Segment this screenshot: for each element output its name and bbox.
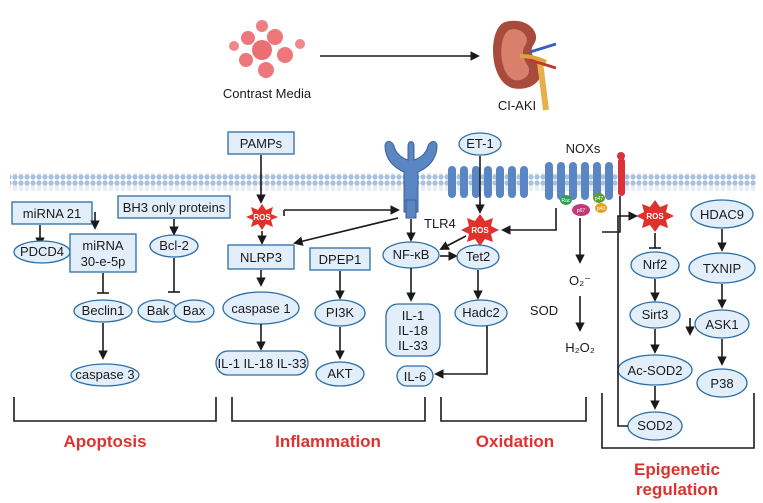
epigenetic-bracket [601,393,755,449]
bak-label: Bak [147,303,170,318]
ask1-node [694,309,750,339]
sirt3-label: Sirt3 [642,307,669,322]
apoptosis-bracket [13,397,217,422]
pi3k-label: PI3K [326,305,355,320]
bcl2-node [149,234,199,258]
ros-burst-icon-left [246,204,278,230]
bh3-label: BH3 only proteins [123,200,226,215]
beclin1-node [73,299,133,323]
nox-red-link [602,196,621,233]
sirt3-node [629,301,681,329]
et1-label: ET-1 [466,136,493,151]
akt-label: AKT [327,366,352,381]
inflammation-bracket [231,397,426,422]
tlr4-to-nlrp3-arrow [293,217,399,246]
apoptosis-label: Apoptosis [63,432,146,451]
il-stack-il33: IL-33 [398,338,428,353]
nox-to-ros-arrow [501,208,557,235]
nrf2-node [630,251,680,279]
kidney-icon [493,20,557,111]
nrf2-label: Nrf2 [643,257,668,272]
pdcd4-label: PDCD4 [20,244,64,259]
bh3-node [117,195,231,219]
mirna30-label-line2: 30-e-5p [81,254,126,269]
hdac9-node [690,199,754,229]
tlr4-label: TLR4 [424,216,456,231]
p38-node [696,368,748,398]
beclin1-label: Beclin1 [82,303,125,318]
ros-right-label: ROS [646,212,664,221]
contrast-media-icon [229,20,305,78]
epigenetic-label-line1: Epigenetic [634,460,720,479]
oxidation-bracket [440,397,587,422]
sod2-label: SOD2 [637,418,672,433]
cell-membrane [10,173,756,191]
tlr4-receptor-icon [384,141,438,219]
dpep1-node [309,247,371,271]
o2-label: O₂⁻ [569,273,591,288]
oxidation-label: Oxidation [476,432,554,451]
caspase1-label: caspase 1 [231,301,290,316]
pi3k-node [314,299,366,327]
nlrp3-label: NLRP3 [240,250,282,265]
ros-to-nfkb-arrow [439,235,467,250]
acsod2-label: Ac-SOD2 [628,363,683,378]
bax-label: Bax [183,303,206,318]
mirna30-label-line1: miRNA [82,238,123,253]
akt-node [315,361,365,387]
sod-label: SOD [530,303,558,318]
ci-aki-label: CI-AKI [498,98,536,113]
bcl2-label: Bcl-2 [159,238,189,253]
h2o2-label: H₂O₂ [565,340,595,355]
caspase3-node [70,363,140,387]
contrast-media-label: Contrast Media [223,86,312,101]
il-stack-il1: IL-1 [402,308,424,323]
mirna21-node [11,201,93,225]
mirna21-label: miRNA 21 [23,206,82,221]
il-stack-il18: IL-18 [398,323,428,338]
epigenetic-label-line2: regulation [636,480,718,499]
et1-receptor-icon [448,166,528,198]
txnip-label: TXNIP [703,261,741,276]
inflammation-label: Inflammation [275,432,381,451]
pamps-label: PAMPs [240,136,283,151]
nox-subunit-p47: p47 [595,196,604,202]
nox-subunit-p40: p40 [597,206,606,212]
il-trio-label: IL-1 IL-18 IL-33 [218,356,307,371]
hdac9-label: HDAC9 [700,207,744,222]
p38-label: P38 [710,376,733,391]
il-trio-node [215,350,309,376]
pamps-node [227,131,295,155]
tet2-label: Tet2 [466,249,491,264]
nox-complex-icon [545,152,625,216]
et1-node [458,132,502,156]
hadc2-to-il6-arrow [434,326,488,379]
dpep1-label: DPEP1 [319,252,362,267]
mirna30-node [69,233,137,273]
hadc2-label: Hadc2 [462,305,500,320]
bax-node [173,299,215,323]
ros-burst-icon-center [461,214,499,246]
il6-node [396,365,434,387]
nlrp3-node [227,244,295,270]
ros-burst-icon-right [636,200,674,232]
nox-subunit-p67: p67 [577,208,586,214]
ask1-label: ASK1 [705,317,738,332]
ros-center-label: ROS [471,226,489,235]
ros-left-label: ROS [253,213,271,222]
il-stack-node [385,303,441,357]
txnip-node [688,252,756,284]
sod2-feedback-arrow [617,211,638,427]
il6-label: IL-6 [404,369,426,384]
noxs-label: NOXs [566,141,601,156]
tet2-node [456,244,500,270]
nfkb-label: NF-κB [393,247,430,262]
caspase3-label: caspase 3 [75,367,134,382]
hadc2-node [454,299,508,327]
nox-subunit-rac: Rac [562,198,571,204]
